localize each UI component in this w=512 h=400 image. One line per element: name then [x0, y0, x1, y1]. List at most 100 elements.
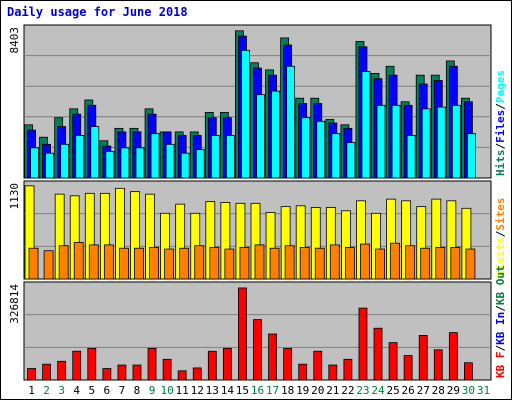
- day-label-5: 5: [88, 384, 95, 397]
- day-label-29: 29: [447, 384, 460, 397]
- bar-sites-day-28: [435, 246, 446, 280]
- day-label-22: 22: [341, 384, 354, 397]
- bar-sites-day-30: [465, 248, 476, 280]
- bar-kb-f-day-27: [418, 335, 428, 381]
- top-ymax-label: 8403: [8, 27, 21, 54]
- bar-pages-day-13: [210, 135, 220, 179]
- day-label-6: 6: [104, 384, 111, 397]
- bar-sites-day-25: [390, 242, 400, 280]
- bar-pages-day-23: [361, 71, 371, 179]
- middle-legend-entry: /: [494, 230, 507, 237]
- bar-kb-f-day-18: [283, 347, 293, 381]
- bar-sites-day-11: [179, 247, 190, 280]
- bar-kb-f-day-8: [132, 364, 142, 381]
- bar-pages-day-29: [451, 104, 461, 179]
- bar-kb-f-day-12: [192, 367, 202, 381]
- bar-sites-day-24: [375, 248, 385, 280]
- day-label-28: 28: [432, 384, 445, 397]
- bar-pages-day-24: [376, 104, 386, 179]
- bar-sites-day-9: [149, 246, 159, 280]
- bar-kb-f-day-29: [448, 332, 458, 381]
- bar-kb-f-day-19: [298, 363, 308, 381]
- bar-sites-day-10: [164, 248, 175, 280]
- bar-kb-f-day-22: [343, 358, 353, 381]
- bar-pages-day-12: [195, 149, 205, 179]
- middle-ymax-label: 1130: [8, 183, 21, 210]
- bar-sites-day-20: [314, 247, 325, 280]
- bar-kb-f-day-10: [162, 358, 172, 381]
- day-label-18: 18: [281, 384, 294, 397]
- bar-sites-day-16: [254, 244, 265, 280]
- bar-pages-day-1: [30, 147, 39, 179]
- bar-sites-day-14: [224, 248, 235, 280]
- middle-legend-entry: Sites: [494, 198, 507, 231]
- bar-kb-f-day-4: [72, 350, 82, 381]
- bar-sites-day-13: [209, 246, 220, 280]
- top-legend: Hits/Files/Pages: [494, 70, 507, 176]
- bar-sites-day-27: [420, 247, 431, 280]
- day-label-26: 26: [402, 384, 415, 397]
- bar-kb-f-day-6: [102, 368, 112, 381]
- bar-pages-day-10: [165, 143, 175, 179]
- day-label-1: 1: [28, 384, 35, 397]
- bar-sites-day-17: [269, 247, 280, 280]
- bar-sites-day-21: [329, 244, 340, 280]
- bottom-legend-entry: /: [494, 305, 507, 312]
- day-label-27: 27: [417, 384, 430, 397]
- bar-pages-day-22: [346, 142, 356, 179]
- middle-legend-entry: Visits: [494, 237, 507, 277]
- day-label-7: 7: [119, 384, 126, 397]
- bar-sites-day-18: [284, 245, 295, 280]
- middle-legend: Visits/Sites: [494, 198, 507, 278]
- bar-sites-day-1: [28, 247, 39, 280]
- bar-sites-day-23: [360, 243, 370, 280]
- bottom-legend: KB F/KB In/KB Out: [494, 265, 507, 378]
- bar-pages-day-7: [120, 147, 130, 179]
- bar-pages-day-8: [135, 147, 145, 179]
- bar-sites-day-2: [43, 250, 54, 280]
- bar-pages-day-5: [90, 126, 100, 179]
- bar-sites-day-19: [299, 246, 310, 280]
- bar-pages-day-2: [45, 152, 54, 179]
- bar-kb-f-day-30: [464, 362, 473, 381]
- bar-pages-day-6: [105, 151, 115, 179]
- bar-pages-day-26: [406, 135, 416, 179]
- bar-kb-f-day-2: [42, 363, 51, 381]
- bar-sites-day-12: [194, 245, 205, 280]
- top-legend-entry: /: [494, 143, 507, 150]
- bottom-ymax-label: 326814: [8, 284, 21, 324]
- bar-pages-day-27: [421, 108, 431, 179]
- day-label-12: 12: [191, 384, 204, 397]
- bar-sites-day-7: [119, 247, 129, 280]
- chart-title: Daily usage for June 2018: [7, 5, 188, 19]
- bar-kb-f-day-3: [57, 360, 67, 381]
- day-label-13: 13: [206, 384, 219, 397]
- top-legend-entry: Hits: [494, 150, 507, 177]
- day-label-9: 9: [149, 384, 156, 397]
- bar-sites-day-15: [239, 246, 250, 280]
- day-label-4: 4: [73, 384, 80, 397]
- bar-sites-day-4: [73, 241, 84, 280]
- bar-kb-f-day-20: [313, 350, 323, 381]
- bar-kb-f-day-9: [147, 347, 157, 381]
- bar-kb-f-day-17: [268, 333, 277, 381]
- top-legend-entry: /: [494, 103, 507, 110]
- day-label-8: 8: [134, 384, 141, 397]
- bar-kb-f-day-25: [388, 342, 398, 381]
- bar-pages-day-4: [75, 135, 85, 179]
- bar-pages-day-18: [286, 65, 296, 179]
- bar-kb-f-day-23: [358, 307, 368, 381]
- day-label-17: 17: [266, 384, 279, 397]
- bar-sites-day-3: [58, 245, 69, 280]
- day-label-31: 31: [477, 384, 490, 397]
- bar-sites-day-5: [88, 244, 99, 280]
- top-legend-entry: Files: [494, 110, 507, 143]
- bar-pages-day-16: [256, 94, 265, 179]
- bar-sites-day-8: [134, 247, 144, 280]
- bar-kb-f-day-7: [117, 364, 127, 381]
- bar-kb-f-day-11: [177, 370, 187, 381]
- bar-kb-f-day-14: [222, 347, 232, 381]
- day-label-15: 15: [236, 384, 249, 397]
